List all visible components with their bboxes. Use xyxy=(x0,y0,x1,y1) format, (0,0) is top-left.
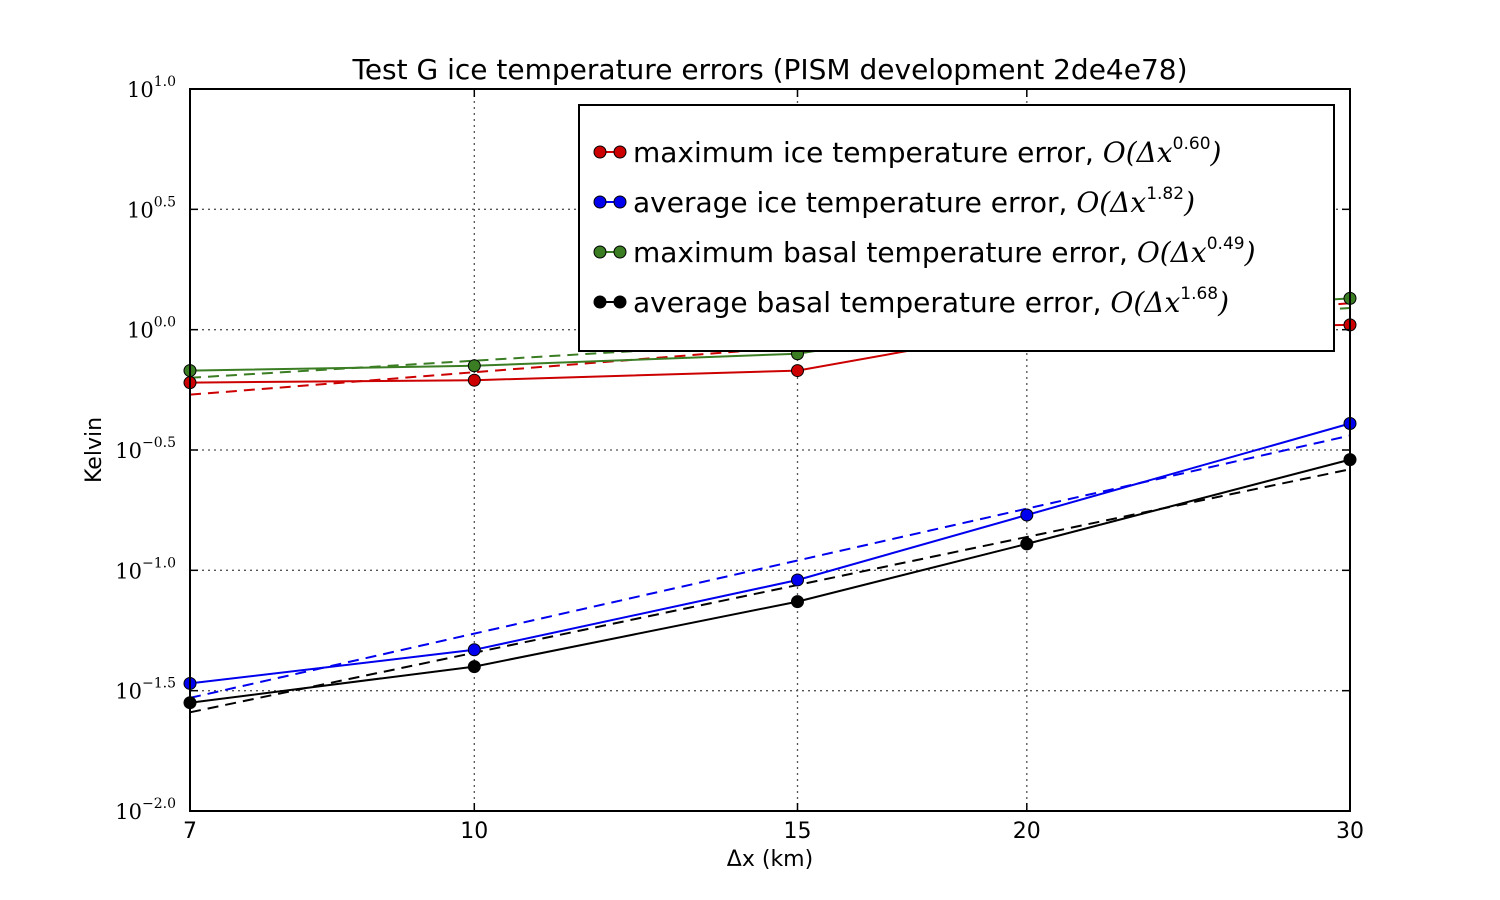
x-tick-label: 30 xyxy=(1336,819,1364,844)
legend-marker xyxy=(593,245,607,259)
y-tick-label: 100.5 xyxy=(127,194,176,222)
legend-box xyxy=(578,104,1335,352)
x-tick-label: 20 xyxy=(1013,819,1041,844)
y-tick-label: 101.0 xyxy=(127,74,176,102)
legend: maximum ice temperature error, O(Δx0.60)… xyxy=(578,104,1335,352)
legend-label: maximum basal temperature error, O(Δx0.4… xyxy=(633,234,1256,269)
x-tick-label: 7 xyxy=(183,819,197,844)
data-point xyxy=(1020,508,1034,522)
y-axis-label: Kelvin xyxy=(82,417,107,483)
legend-item: maximum basal temperature error, O(Δx0.4… xyxy=(593,234,1256,269)
y-tick-label: 100.0 xyxy=(127,315,176,343)
chart-title: Test G ice temperature errors (PISM deve… xyxy=(351,53,1187,86)
legend-item: average basal temperature error, O(Δx1.6… xyxy=(593,284,1229,319)
legend-label: maximum ice temperature error, O(Δx0.60) xyxy=(633,134,1221,169)
x-axis-ticks: 7 10 15 20 30 xyxy=(183,89,1364,844)
legend-label: average ice temperature error, O(Δx1.82) xyxy=(633,184,1195,219)
series-line xyxy=(189,458,1351,704)
fit-lines xyxy=(189,302,1351,714)
legend-item: maximum ice temperature error, O(Δx0.60) xyxy=(593,134,1221,169)
legend-marker xyxy=(613,195,627,209)
data-point xyxy=(467,359,481,373)
y-tick-label: 10−0.5 xyxy=(115,435,176,463)
data-point xyxy=(467,373,481,387)
x-tick-label: 10 xyxy=(460,819,488,844)
y-tick-label: 10−1.5 xyxy=(115,676,176,704)
y-tick-label: 10−1.0 xyxy=(115,555,176,583)
legend-item: average ice temperature error, O(Δx1.82) xyxy=(593,184,1195,219)
data-point xyxy=(1020,537,1034,551)
y-axis-ticks: 10−2.0 10−1.5 10−1.0 10−0.5 100.0 100.5 101.0 xyxy=(115,74,1350,824)
legend-marker xyxy=(593,145,607,159)
x-axis-label: Δx (km) xyxy=(727,847,813,872)
legend-marker xyxy=(613,245,627,259)
legend-marker xyxy=(613,145,627,159)
data-point xyxy=(790,595,804,609)
legend-marker xyxy=(613,295,627,309)
data-point xyxy=(467,643,481,657)
series-line xyxy=(189,422,1351,685)
x-tick-label: 15 xyxy=(783,819,811,844)
data-series xyxy=(183,291,1357,710)
data-point xyxy=(467,660,481,674)
legend-marker xyxy=(593,295,607,309)
fit-line xyxy=(189,434,1351,699)
data-point xyxy=(790,573,804,587)
y-tick-label: 10−2.0 xyxy=(115,796,176,824)
legend-label: average basal temperature error, O(Δx1.6… xyxy=(633,284,1229,319)
data-point xyxy=(790,364,804,378)
legend-marker xyxy=(593,195,607,209)
